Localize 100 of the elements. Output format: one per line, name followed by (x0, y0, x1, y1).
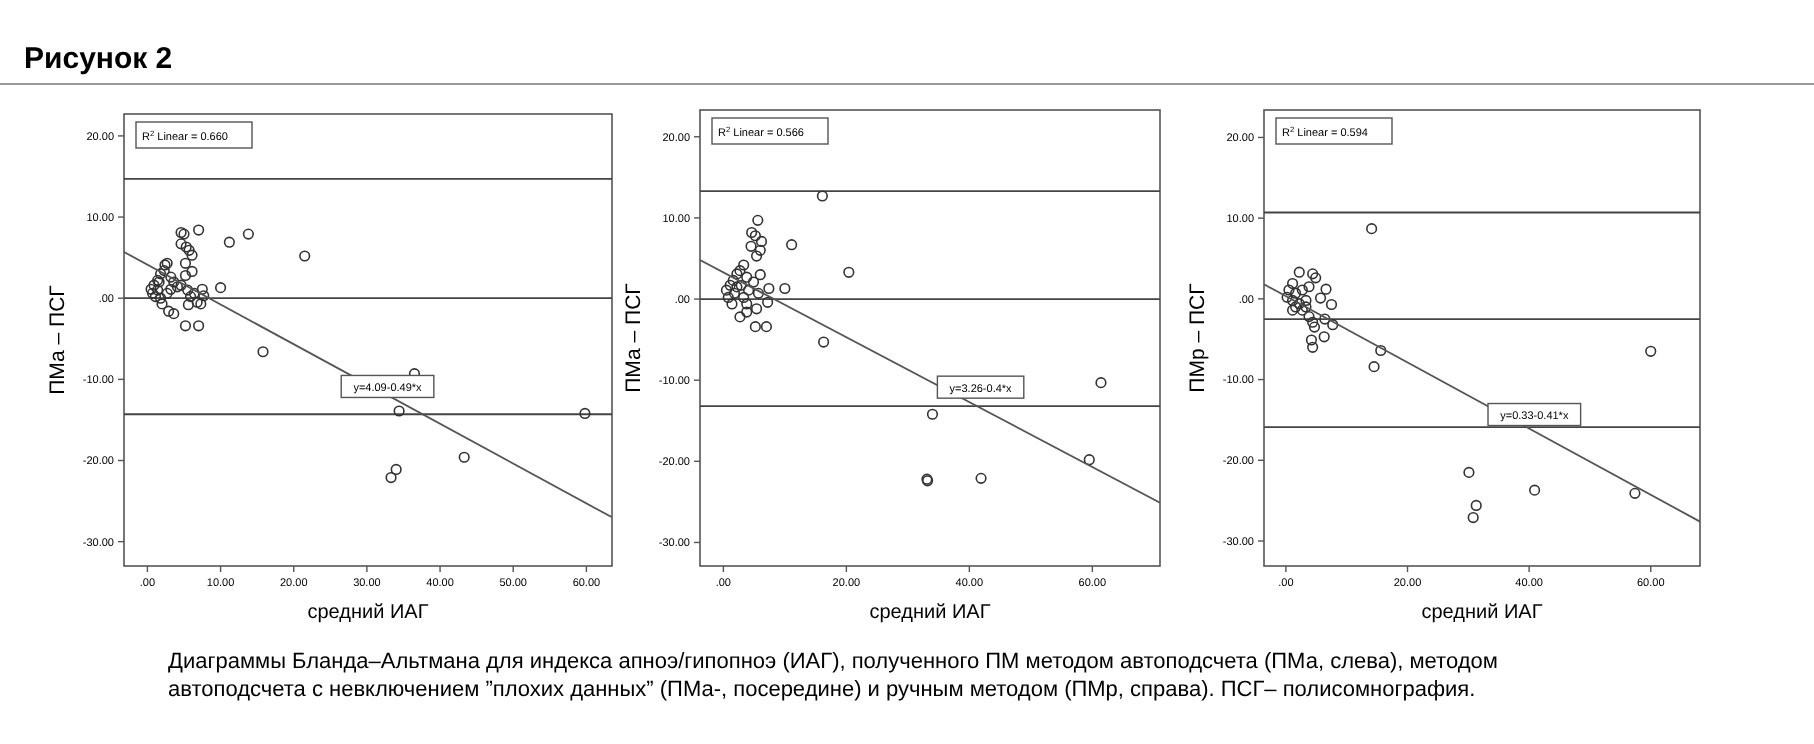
point (754, 269, 766, 281)
point (1303, 311, 1315, 323)
point (738, 291, 750, 304)
point (752, 214, 764, 226)
point (749, 230, 761, 242)
point (720, 284, 733, 296)
point (154, 268, 167, 280)
point (168, 308, 180, 320)
point (1325, 298, 1338, 311)
point (1318, 331, 1330, 343)
point (1296, 304, 1308, 316)
point (191, 296, 203, 308)
point (1327, 319, 1339, 331)
point (741, 306, 753, 318)
point (196, 283, 208, 295)
point (1095, 377, 1107, 389)
point (742, 284, 755, 296)
point (1281, 291, 1293, 303)
point (158, 265, 170, 277)
point (152, 284, 164, 296)
point (741, 298, 753, 310)
point (760, 321, 773, 333)
y-axis-title: ПМа – ПСГ (622, 282, 646, 393)
point (163, 305, 175, 317)
point (1645, 345, 1657, 357)
point (1300, 294, 1312, 307)
point (745, 240, 757, 252)
point (168, 276, 180, 288)
point (818, 336, 830, 348)
point (724, 279, 736, 291)
point (728, 287, 741, 299)
point (1368, 361, 1380, 373)
point (843, 266, 855, 278)
point (182, 299, 194, 311)
point (727, 274, 739, 286)
x-axis-title: средний ИАГ (1421, 602, 1544, 624)
point (1293, 266, 1305, 278)
point (1307, 268, 1319, 280)
point (750, 303, 763, 315)
point (165, 271, 177, 283)
point (1286, 294, 1299, 307)
point (741, 271, 753, 283)
point (146, 287, 159, 299)
point (390, 463, 402, 476)
point (156, 298, 168, 310)
point (223, 236, 235, 248)
point (175, 238, 187, 250)
point (188, 287, 200, 299)
point (738, 259, 750, 271)
point (755, 235, 768, 248)
point (1375, 344, 1387, 357)
point (193, 320, 205, 332)
point (179, 269, 192, 282)
point (747, 276, 760, 288)
point (179, 320, 192, 332)
point (179, 257, 192, 269)
x-axis-title: средний ИАГ (869, 602, 992, 624)
point (754, 244, 766, 256)
point (735, 279, 747, 291)
point (186, 265, 198, 278)
point (1305, 334, 1318, 346)
point (1310, 272, 1322, 284)
text: Диаграммы Бланда–Альтмана для индекса апноэ/гипопноэ (ИАГ), полученного ПМ методом автоподсчета (ПМа, слева), методом автоподсчета с невключением ”плохих данных” (ПМа-, посередине) и ручным методом (ПМр, справа). ПСГ– полисомнография. (168, 650, 1498, 702)
point (1320, 283, 1332, 295)
point (762, 296, 774, 308)
point (1083, 454, 1095, 466)
point (175, 279, 187, 291)
point (1307, 341, 1319, 353)
point (149, 290, 162, 303)
chart-title: Рисунок 2 (24, 42, 173, 76)
point (746, 226, 758, 239)
point (1463, 466, 1475, 478)
point (171, 281, 184, 293)
point (1300, 301, 1312, 313)
point (242, 228, 254, 240)
point (816, 190, 828, 202)
point (1290, 287, 1302, 299)
point (1629, 487, 1641, 499)
point (1319, 313, 1331, 325)
point (186, 249, 198, 261)
point (195, 298, 207, 310)
point (926, 408, 939, 420)
point (1303, 281, 1315, 293)
point (750, 250, 763, 262)
point (1286, 277, 1299, 290)
point (299, 250, 311, 262)
point (257, 346, 269, 358)
point (154, 292, 167, 304)
point (786, 239, 798, 251)
point (975, 472, 987, 484)
point (1308, 321, 1321, 333)
x-axis-title: средний ИАГ (307, 602, 430, 624)
point (148, 279, 160, 291)
point (1529, 484, 1541, 496)
point (1470, 499, 1482, 512)
point (1307, 316, 1319, 328)
point (1314, 292, 1327, 304)
point (182, 284, 194, 296)
point (749, 321, 761, 333)
point (214, 282, 227, 294)
